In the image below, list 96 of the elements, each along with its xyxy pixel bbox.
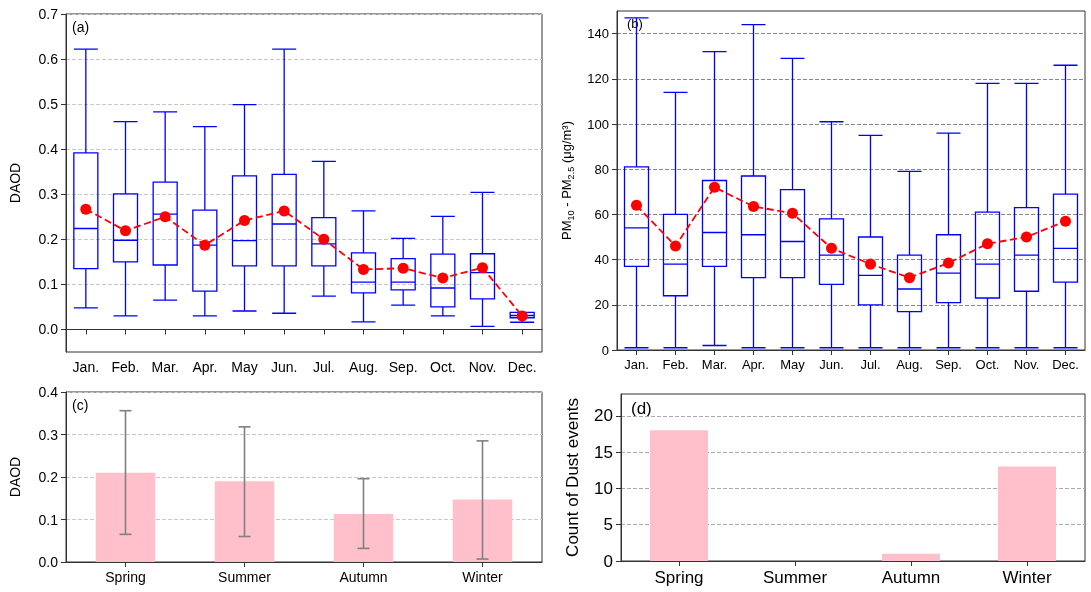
point bbox=[709, 181, 720, 193]
x-tick-label: Dec. bbox=[507, 359, 537, 375]
y-tick-label: 0.2 bbox=[38, 231, 59, 248]
point bbox=[477, 262, 488, 274]
point bbox=[826, 242, 837, 254]
y-tick-label: 10 bbox=[594, 478, 613, 498]
point bbox=[80, 203, 92, 215]
y-tick-label: 0 bbox=[603, 551, 613, 571]
y-tick-label: 80 bbox=[594, 161, 609, 177]
point bbox=[516, 310, 528, 322]
x-tick-label: Oct. bbox=[430, 359, 456, 375]
x-tick-label: Spring bbox=[654, 568, 704, 587]
y-axis-title: DAOD bbox=[7, 162, 23, 204]
y-tick-label: 0.7 bbox=[38, 6, 59, 22]
bar bbox=[214, 481, 275, 562]
point bbox=[159, 211, 171, 223]
x-tick-label: Apr. bbox=[741, 357, 766, 372]
y-tick-label: 0.6 bbox=[38, 51, 59, 68]
y-tick-label: 100 bbox=[587, 116, 609, 132]
annotation: (c) bbox=[72, 397, 89, 413]
point bbox=[631, 199, 642, 211]
x-tick-label: Autumn bbox=[339, 569, 388, 585]
x-tick-label: Mar. bbox=[701, 357, 728, 372]
y-tick-label: 0.5 bbox=[38, 96, 59, 113]
bar bbox=[998, 466, 1056, 561]
y-tick-label: 5 bbox=[603, 515, 613, 535]
bar bbox=[882, 553, 940, 561]
x-tick-label: Feb. bbox=[662, 357, 689, 372]
x-tick-label: May bbox=[231, 359, 258, 375]
x-tick-label: Nov. bbox=[468, 359, 497, 375]
x-tick-label: Jul. bbox=[860, 357, 881, 372]
y-axis-title: PM10 - PM2.5 (μg/m³) bbox=[559, 120, 576, 241]
point bbox=[318, 233, 330, 245]
bar bbox=[650, 430, 708, 561]
x-tick-label: Spring bbox=[105, 569, 146, 585]
x-tick-label: Summer bbox=[762, 568, 828, 587]
point bbox=[943, 257, 954, 269]
y-axis-title: Count of Dust events bbox=[563, 398, 582, 557]
point bbox=[904, 272, 915, 284]
point bbox=[1060, 215, 1071, 227]
x-tick-label: Apr. bbox=[192, 359, 218, 375]
point bbox=[239, 214, 250, 226]
point bbox=[982, 238, 993, 250]
x-tick-label: Aug. bbox=[896, 357, 923, 372]
point bbox=[437, 272, 449, 284]
point bbox=[199, 239, 211, 251]
point bbox=[120, 225, 131, 237]
x-tick-label: Jun. bbox=[270, 359, 298, 375]
y-tick-label: 0.4 bbox=[38, 384, 59, 400]
x-tick-label: Jan. bbox=[624, 357, 649, 372]
y-tick-label: 0.3 bbox=[38, 186, 59, 203]
x-tick-label: Oct. bbox=[975, 357, 1000, 372]
x-tick-label: Sep. bbox=[935, 357, 962, 372]
annotation: (d) bbox=[631, 399, 652, 418]
x-tick-label: Dec. bbox=[1052, 357, 1079, 372]
y-tick-label: 0.1 bbox=[38, 276, 59, 293]
y-tick-label: 0.2 bbox=[38, 469, 59, 485]
x-tick-label: Summer bbox=[218, 569, 272, 585]
point bbox=[787, 207, 798, 219]
y-axis-title: DAOD bbox=[7, 456, 23, 498]
point bbox=[358, 264, 369, 276]
point bbox=[865, 258, 876, 270]
y-tick-label: 0.4 bbox=[38, 141, 59, 158]
x-tick-label: Sep. bbox=[388, 359, 418, 375]
y-tick-label: 0.0 bbox=[38, 554, 59, 570]
y-tick-label: 60 bbox=[594, 206, 609, 222]
point bbox=[1021, 231, 1032, 243]
x-tick-label: Mar. bbox=[151, 359, 179, 375]
x-tick-label: Nov. bbox=[1013, 357, 1040, 372]
x-tick-label: Jun. bbox=[819, 357, 844, 372]
x-tick-label: Aug. bbox=[349, 359, 378, 375]
x-tick-label: Jul. bbox=[312, 359, 335, 375]
x-tick-label: Winter bbox=[1002, 568, 1052, 587]
y-tick-label: 40 bbox=[594, 252, 609, 268]
bar bbox=[95, 472, 156, 562]
x-tick-label: May bbox=[780, 357, 806, 372]
x-tick-label: Winter bbox=[462, 569, 504, 585]
y-tick-label: 120 bbox=[587, 71, 609, 87]
bar bbox=[333, 513, 394, 562]
y-tick-label: 20 bbox=[594, 297, 609, 313]
x-tick-label: Autumn bbox=[881, 568, 941, 587]
x-tick-label: Feb. bbox=[111, 359, 140, 375]
point bbox=[670, 240, 681, 252]
y-tick-label: 140 bbox=[587, 26, 609, 42]
y-tick-label: 0.3 bbox=[38, 426, 59, 443]
y-tick-label: 20 bbox=[594, 406, 613, 426]
y-tick-label: 0 bbox=[601, 342, 609, 358]
bar bbox=[452, 499, 513, 562]
y-tick-label: 0.0 bbox=[38, 321, 59, 338]
y-tick-label: 0.1 bbox=[38, 511, 59, 528]
annotation: (a) bbox=[72, 19, 90, 35]
point bbox=[278, 205, 290, 217]
point bbox=[397, 262, 409, 274]
x-tick-label: Jan. bbox=[72, 359, 100, 375]
y-tick-label: 15 bbox=[594, 442, 613, 462]
point bbox=[748, 200, 759, 212]
